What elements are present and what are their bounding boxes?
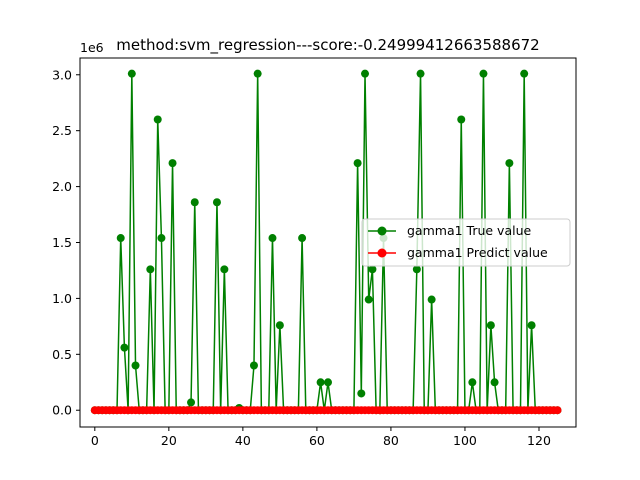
data-point [168, 159, 177, 168]
data-point [361, 69, 370, 78]
data-point [190, 198, 199, 207]
data-point [187, 398, 196, 407]
y-tick-label: 2.5 [52, 123, 72, 138]
data-point [479, 69, 488, 78]
data-point [127, 69, 136, 78]
data-point [212, 198, 221, 207]
data-point [486, 321, 495, 330]
legend-label-true: gamma1 True value [407, 223, 532, 238]
x-axis: 0 20 40 60 80 100 120 [91, 427, 551, 448]
legend-box [361, 218, 571, 267]
legend-marker-predict [377, 248, 387, 258]
data-point [275, 321, 284, 330]
data-point [116, 234, 125, 243]
data-point [527, 321, 536, 330]
data-point [412, 265, 421, 274]
data-point [490, 378, 499, 387]
data-point [416, 69, 425, 78]
x-tick-label: 0 [91, 433, 99, 448]
data-point [157, 234, 166, 243]
y-tick-label: 3.0 [52, 67, 72, 82]
y-tick-label: 0.0 [52, 403, 72, 418]
data-point [146, 265, 155, 274]
data-point [249, 361, 258, 370]
data-point [505, 159, 514, 168]
data-point [120, 343, 129, 352]
data-point [316, 378, 325, 387]
data-point [457, 115, 466, 124]
y-offset-text: 1e6 [80, 40, 104, 55]
series-line-0 [94, 72, 558, 411]
data-point [268, 234, 277, 243]
y-axis: 0.0 0.5 1.0 1.5 2.0 2.5 3.0 [52, 67, 80, 418]
data-point [131, 361, 140, 370]
data-point [153, 115, 162, 124]
x-tick-label: 60 [309, 433, 325, 448]
data-point [220, 265, 229, 274]
data-point [427, 295, 436, 304]
data-point [253, 69, 262, 78]
y-tick-label: 0.5 [52, 347, 72, 362]
x-tick-label: 120 [527, 433, 551, 448]
data-point [553, 406, 562, 415]
chart-title: method:svm_regression---score:-0.2499941… [116, 36, 539, 55]
series-1 [90, 406, 562, 415]
plot-area [90, 69, 562, 415]
data-point [357, 389, 366, 398]
data-point [368, 265, 377, 274]
x-tick-label: 100 [453, 433, 477, 448]
data-point [353, 159, 362, 168]
legend-label-predict: gamma1 Predict value [407, 245, 548, 260]
y-tick-label: 1.5 [52, 235, 72, 250]
legend: gamma1 True value gamma1 Predict value [361, 218, 571, 267]
y-tick-label: 1.0 [52, 291, 72, 306]
data-point [364, 295, 373, 304]
data-point [298, 234, 307, 243]
x-tick-label: 80 [383, 433, 399, 448]
data-point [468, 378, 477, 387]
data-point [520, 69, 529, 78]
x-tick-label: 20 [161, 433, 177, 448]
x-tick-label: 40 [235, 433, 251, 448]
y-tick-label: 2.0 [52, 179, 72, 194]
legend-marker-true [377, 226, 387, 236]
data-point [324, 378, 332, 387]
